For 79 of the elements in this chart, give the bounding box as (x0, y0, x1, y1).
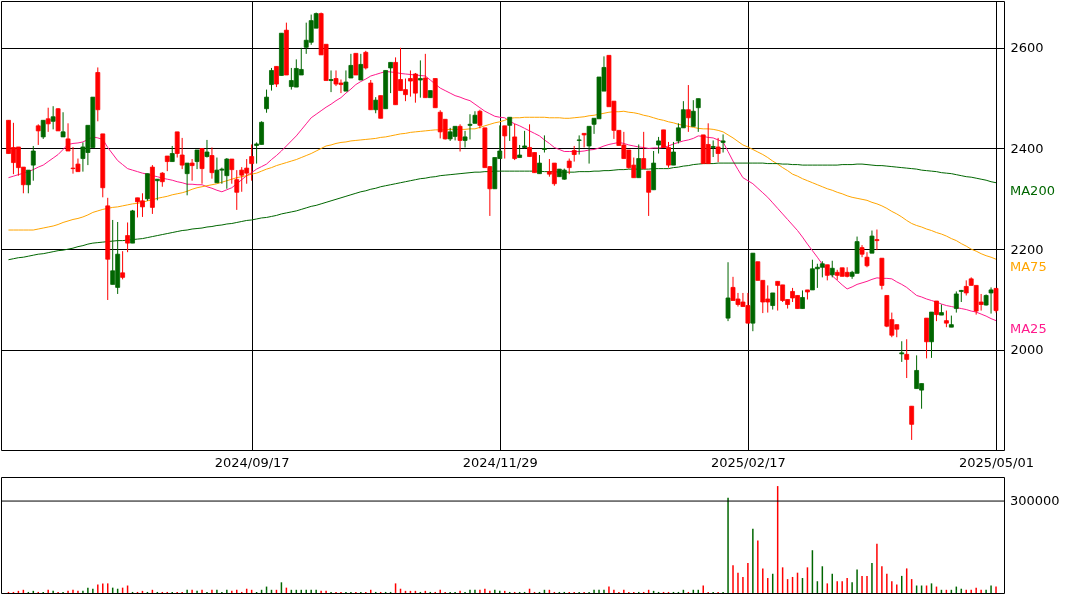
candlestick (45, 107, 51, 133)
candlestick (269, 67, 274, 92)
candlestick (184, 162, 190, 196)
candlestick (264, 89, 269, 114)
candlestick (30, 145, 36, 182)
candlestick (120, 250, 126, 280)
candlestick (422, 53, 428, 99)
candlestick (507, 116, 513, 142)
candlestick (55, 107, 61, 132)
candlestick (25, 169, 31, 194)
y-tick-label: 2200 (1010, 241, 1044, 257)
candlestick (581, 132, 587, 148)
candlestick (844, 266, 850, 278)
x-tick-label: 2024/09/17 (214, 454, 290, 470)
candlestick (328, 69, 334, 93)
candlestick (209, 146, 215, 180)
candlestick (715, 137, 721, 163)
candlestick (646, 170, 652, 217)
candlestick (229, 158, 235, 185)
candlestick (512, 123, 518, 161)
candlestick (189, 158, 195, 182)
series-label: MA75 (1010, 259, 1047, 275)
x-tick-label: 2025/02/17 (710, 454, 786, 470)
line-series (7, 110, 997, 260)
candlestick (35, 123, 41, 146)
candlestick (924, 317, 929, 359)
candlestick (214, 157, 220, 184)
candlestick (641, 131, 647, 170)
candlestick (800, 289, 805, 310)
candlestick (417, 59, 423, 99)
candlestick (378, 95, 384, 119)
candlestick (542, 134, 547, 154)
candlestick (388, 61, 393, 94)
candlestick (690, 99, 696, 127)
candlestick (204, 139, 210, 159)
candlestick (239, 166, 245, 193)
candlestick (50, 105, 56, 130)
candlestick (993, 287, 999, 314)
candlestick (899, 340, 905, 363)
candlestick (576, 134, 582, 156)
candlestick (358, 53, 364, 81)
candlestick (869, 230, 875, 254)
candlestick (40, 119, 46, 140)
candlestick (685, 84, 691, 133)
candlestick (154, 178, 160, 201)
candlestick (348, 53, 354, 79)
candlestick (914, 354, 920, 390)
candlestick (934, 300, 939, 322)
candlestick (174, 131, 180, 159)
candlestick (353, 52, 359, 76)
candlestick (274, 65, 279, 88)
text: 300000 (1010, 493, 1060, 509)
candlestick (874, 229, 880, 251)
candlestick (60, 111, 66, 138)
candlestick (725, 261, 731, 322)
candlestick (457, 123, 463, 153)
candlestick (194, 149, 200, 170)
x-tick-label: 2025/05/01 (959, 454, 1034, 470)
candlestick (249, 143, 255, 182)
candlestick (125, 221, 130, 253)
y-tick-label: 2000 (1010, 342, 1044, 358)
candlestick (705, 122, 711, 165)
candlestick (234, 169, 240, 211)
y-tick-label: 2400 (1010, 140, 1044, 156)
candlestick (551, 162, 557, 187)
candlestick (502, 125, 508, 160)
candlestick (720, 133, 726, 154)
candlestick (909, 405, 915, 441)
x-tick-label: 2024/11/29 (462, 454, 538, 470)
candlestick (904, 338, 910, 379)
candlestick (179, 137, 185, 170)
candlestick (953, 290, 959, 314)
candlestick (695, 98, 701, 133)
candlestick (308, 14, 314, 46)
series-label: MA25 (1010, 320, 1047, 336)
candlestick (775, 280, 781, 312)
y-tick-label: 2600 (1010, 40, 1044, 56)
series-label: MA200 (1010, 182, 1055, 198)
candlestick (199, 147, 205, 185)
